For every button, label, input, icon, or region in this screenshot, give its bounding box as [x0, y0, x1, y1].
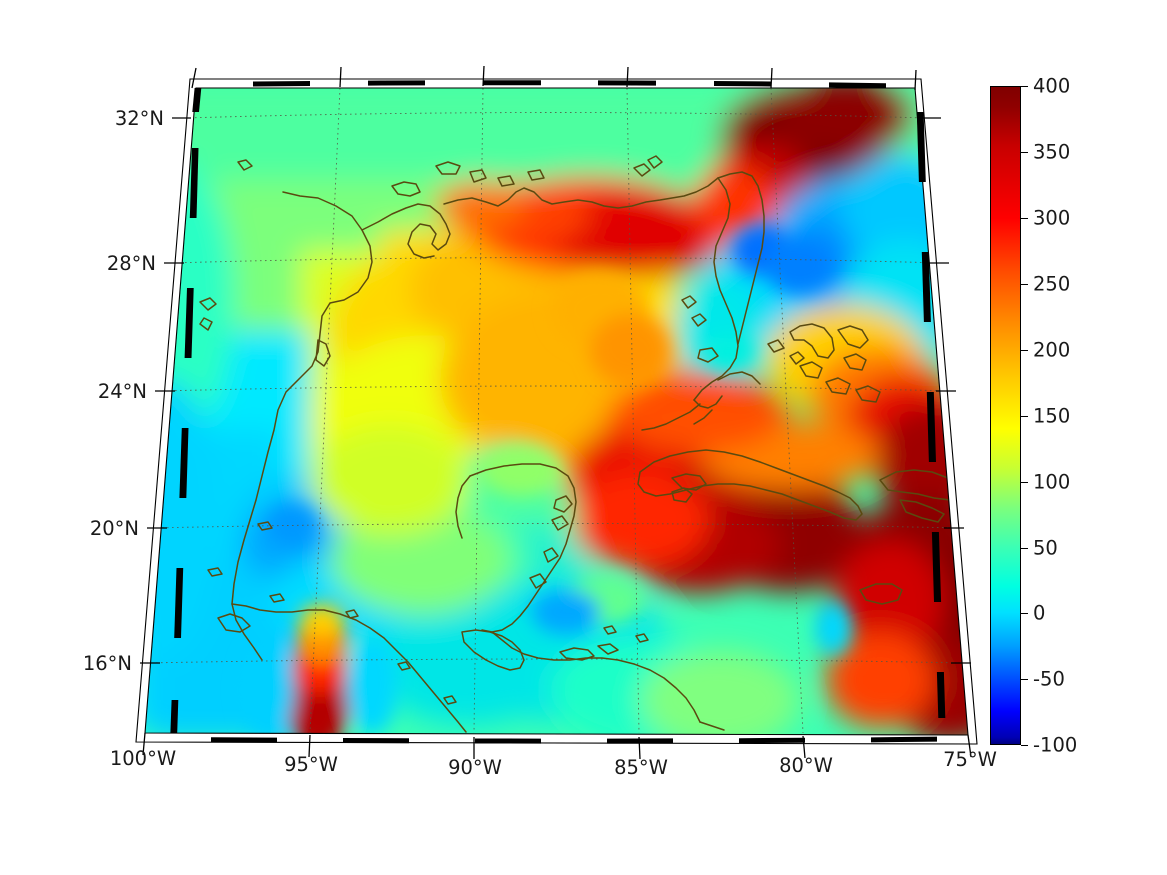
- colorbar-label-200: 200: [1033, 338, 1071, 362]
- lon-tick-label-90w: 90°W: [448, 756, 502, 779]
- colorbar-label-neg100: -100: [1033, 733, 1078, 757]
- map-svg: [135, 65, 978, 760]
- colorbar-tick-neg100: [1021, 745, 1028, 746]
- colorbar-gradient: [990, 86, 1021, 745]
- colorbar-label-300: 300: [1033, 206, 1071, 230]
- colorbar-label-0: 0: [1033, 601, 1046, 625]
- lat-tick-label-28n: 28°N: [106, 252, 156, 275]
- colorbar-label-250: 250: [1033, 272, 1071, 296]
- colorbar-tick-0: [1021, 613, 1028, 614]
- colorbar-tick-200: [1021, 350, 1028, 351]
- colorbar-label-100: 100: [1033, 470, 1071, 494]
- lat-tick-label-16n: 16°N: [82, 652, 132, 675]
- colorbar-label-350: 350: [1033, 140, 1071, 164]
- lon-tick-label-100w: 100°W: [109, 747, 177, 770]
- colorbar-label-400: 400: [1033, 74, 1071, 98]
- lon-tick-label-85w: 85°W: [614, 756, 668, 779]
- colorbar-label-150: 150: [1033, 404, 1071, 428]
- colorbar-tick-400: [1021, 86, 1028, 87]
- colorbar-gradient-fill: [991, 87, 1020, 744]
- map-plot-area[interactable]: 32°N 28°N 24°N 20°N 16°N 100°W 95°W 90°W…: [0, 0, 1000, 800]
- colorbar-tick-50: [1021, 548, 1028, 549]
- colorbar-tick-250: [1021, 284, 1028, 285]
- lat-tick-label-20n: 20°N: [89, 517, 139, 540]
- colorbar-tick-neg50: [1021, 679, 1028, 680]
- lat-tick-label-24n: 24°N: [97, 380, 147, 403]
- colorbar-tick-300: [1021, 218, 1028, 219]
- colorbar-label-50: 50: [1033, 536, 1058, 560]
- lat-tick-label-32n: 32°N: [114, 107, 164, 130]
- lon-tick-label-75w: 75°W: [943, 748, 997, 771]
- colorbar-label-neg50: -50: [1033, 667, 1065, 691]
- colorbar-tick-350: [1021, 152, 1028, 153]
- map-frame-border: [135, 65, 978, 760]
- lon-tick-label-95w: 95°W: [284, 753, 338, 776]
- colorbar-tick-150: [1021, 416, 1028, 417]
- scalar-field-raster: [145, 88, 968, 735]
- lon-tick-label-80w: 80°W: [779, 754, 833, 777]
- colorbar[interactable]: 400 350 300 250 200 150 100 50 0 -50 -10…: [988, 75, 1167, 760]
- coastline-paths: [199, 155, 963, 733]
- colorbar-tick-100: [1021, 482, 1028, 483]
